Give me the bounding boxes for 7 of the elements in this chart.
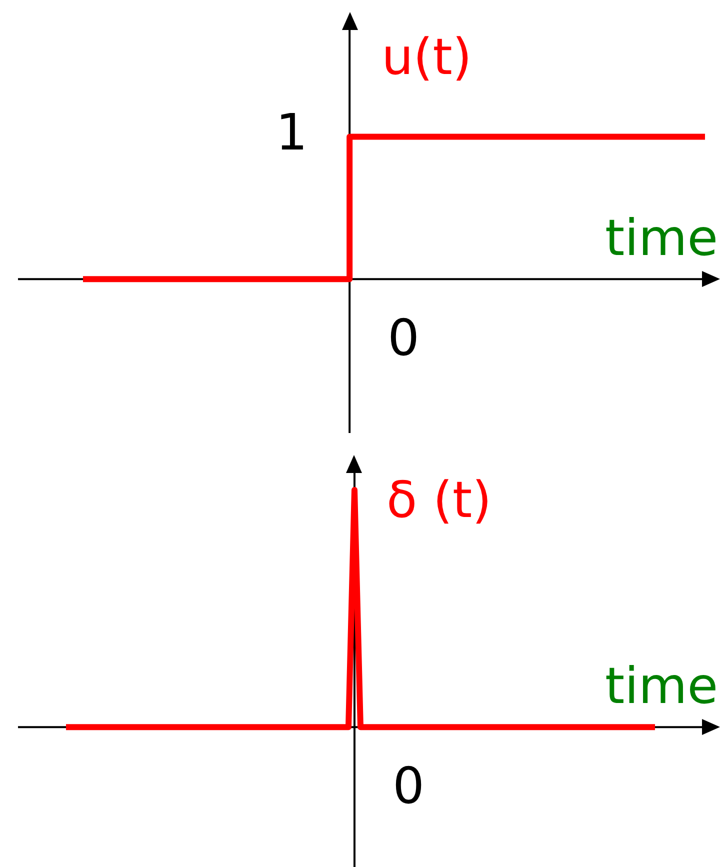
annotation: 1 xyxy=(276,104,308,162)
text: 0 xyxy=(392,757,424,816)
text: 0 xyxy=(388,309,420,368)
series-label: δ (t) xyxy=(386,471,492,529)
x-axis-title: time xyxy=(605,209,718,268)
series-label: u(t) xyxy=(382,28,472,86)
x-axis-title: time xyxy=(605,657,718,716)
